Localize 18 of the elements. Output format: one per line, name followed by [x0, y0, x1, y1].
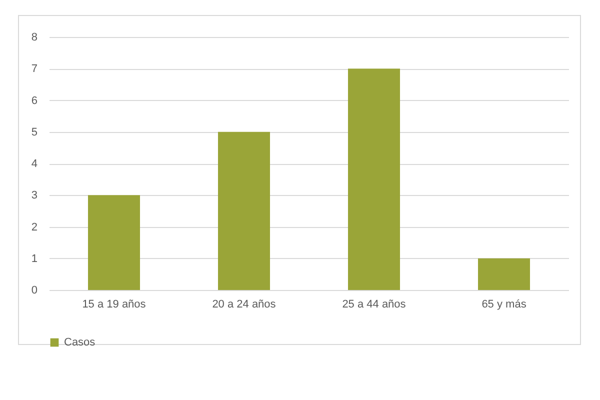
- x-tick-label: 25 a 44 años: [342, 298, 406, 310]
- y-tick-label: 1: [31, 252, 38, 265]
- bar: [88, 195, 140, 290]
- x-tick-label: 15 a 19 años: [82, 298, 146, 310]
- y-tick-label: 4: [31, 158, 38, 170]
- y-tick-label: 8: [31, 32, 38, 44]
- y-tick-label: 7: [31, 63, 38, 76]
- y-tick-label: 2: [31, 221, 38, 234]
- bar: [218, 132, 270, 290]
- x-tick-label: 20 a 24 años: [212, 298, 276, 310]
- y-tick-label: 6: [31, 94, 38, 107]
- y-tick-label: 3: [31, 190, 38, 202]
- y-tick-label: 0: [31, 284, 38, 296]
- bar: [478, 258, 530, 290]
- legend-label: Casos: [64, 336, 96, 348]
- y-tick-label: 5: [31, 126, 38, 138]
- bar: [348, 68, 400, 290]
- x-tick-label: 65 y más: [482, 298, 527, 310]
